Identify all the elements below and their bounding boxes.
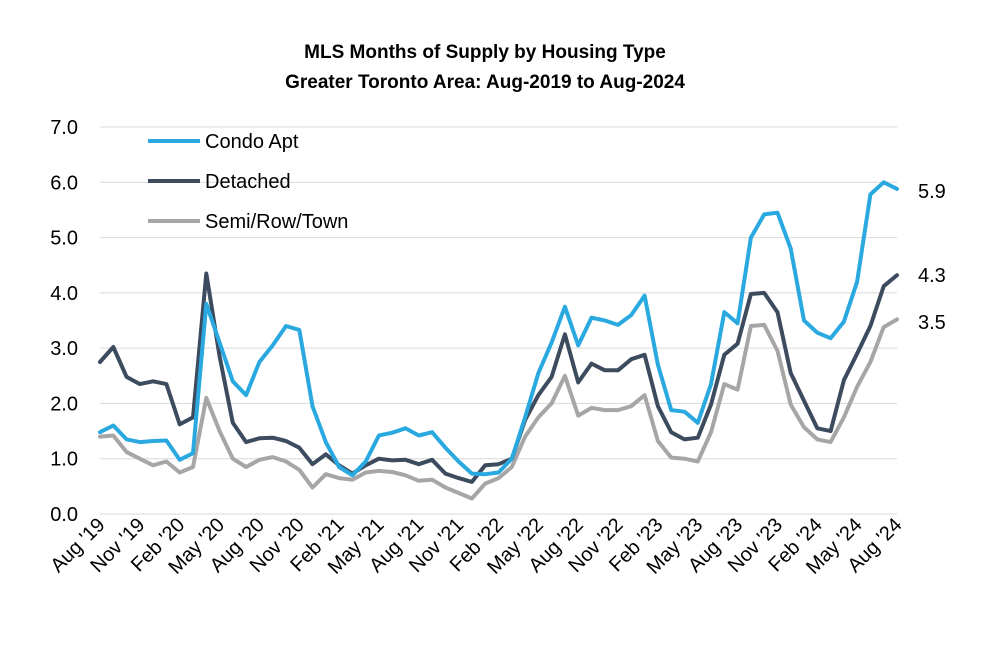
end-value-label: 3.5 — [918, 312, 946, 334]
y-tick-label: 1.0 — [50, 449, 78, 471]
y-axis: 0.0 1.0 2.0 3.0 4.0 5.0 6.0 7.0 — [50, 117, 78, 526]
chart-title: MLS Months of Supply by Housing Type — [304, 42, 666, 63]
y-tick-label: 3.0 — [50, 338, 78, 360]
y-tick-label: 5.0 — [50, 228, 78, 250]
series-line-condo-apt — [98, 180, 899, 478]
end-value-label: 4.3 — [918, 265, 946, 287]
series-lines — [98, 180, 899, 501]
legend-label: Condo Apt — [205, 131, 299, 153]
end-labels: 5.9 4.3 3.5 — [918, 181, 946, 334]
legend-label: Semi/Row/Town — [205, 211, 348, 233]
end-value-label: 5.9 — [918, 181, 946, 203]
y-tick-label: 4.0 — [50, 283, 78, 305]
series-line-semi-row-town — [98, 317, 899, 501]
y-tick-label: 2.0 — [50, 393, 78, 415]
legend: Condo Apt Detached Semi/Row/Town — [148, 131, 348, 233]
series-line-detached — [98, 271, 899, 484]
y-tick-label: 7.0 — [50, 117, 78, 139]
y-tick-label: 0.0 — [50, 504, 78, 526]
legend-label: Detached — [205, 171, 291, 193]
y-tick-label: 6.0 — [50, 172, 78, 194]
chart-subtitle: Greater Toronto Area: Aug-2019 to Aug-20… — [285, 72, 685, 93]
